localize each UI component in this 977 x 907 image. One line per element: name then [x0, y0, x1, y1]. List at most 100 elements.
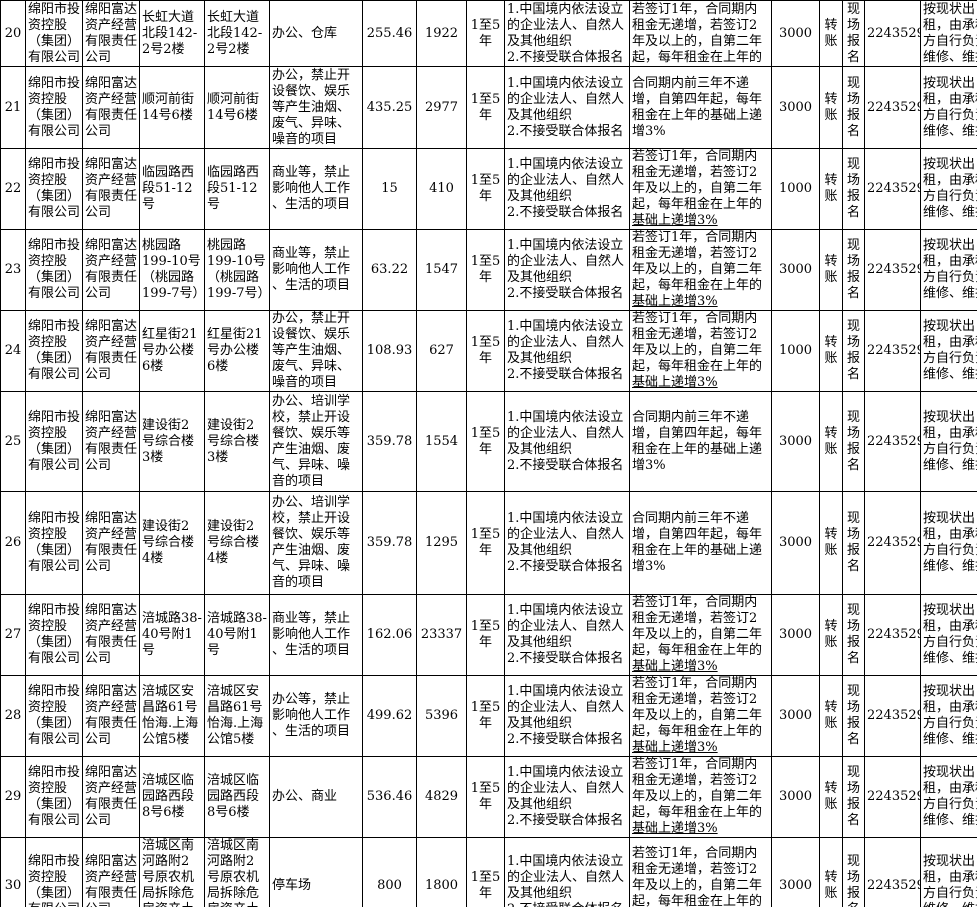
cell-asset-address: 涪城区安昌路61号怡海.上海公馆5楼: [139, 675, 205, 757]
cell-row-number: 23: [0, 229, 26, 311]
cell-price-value: 410: [416, 148, 467, 230]
cell-asset-address: 涪城路38-40号附1号: [139, 594, 205, 676]
cell-deposit-value: 3000: [771, 491, 820, 595]
rent-increase-text: 若签订1年，合同期内租金无递增，若签订2年及以上的，自第二年起，每年租金在上年的: [632, 676, 763, 740]
table-row: 24 绵阳市投资控股（集团）有限公司 绵阳富达资产经营有限责任公司 红星街21号…: [0, 310, 977, 392]
table-row: 27 绵阳市投资控股（集团）有限公司 绵阳富达资产经营有限责任公司 涪城路38-…: [0, 594, 977, 676]
cell-permitted-usage: 办公，禁止开设餐饮、娱乐等产生油烟、废气、异味、噪音的项目: [269, 310, 363, 392]
cell-operator-company: 绵阳富达资产经营有限责任公司: [82, 837, 140, 907]
cell-owner-company: 绵阳市投资控股（集团）有限公司: [25, 148, 83, 230]
cell-maintenance-remark: 按现状出租，由承租方自行负责维修、维护: [920, 148, 977, 230]
cell-maintenance-remark: 按现状出租，由承租方自行负责维修、维护: [920, 675, 977, 757]
cell-owner-company: 绵阳市投资控股（集团）有限公司: [25, 594, 83, 676]
cell-asset-address: 长虹大道北段142-2号2楼: [139, 0, 205, 67]
cell-owner-company: 绵阳市投资控股（集团）有限公司: [25, 837, 83, 907]
cell-price-value: 1547: [416, 229, 467, 311]
cell-owner-company: 绵阳市投资控股（集团）有限公司: [25, 756, 83, 838]
cell-operator-company: 绵阳富达资产经营有限责任公司: [82, 675, 140, 757]
cell-contact-phone: 2243529: [864, 756, 921, 838]
cell-rent-increase-rule: 合同期内前三年不递增，自第四年起，每年租金在上年的基础上递增3%: [629, 391, 772, 492]
cell-payment-method: 转账: [819, 0, 843, 67]
cell-rent-increase-rule: 若签订1年，合同期内租金无递增，若签订2年及以上的，自第二年起，每年租金在上年的…: [629, 837, 772, 907]
cell-operator-company: 绵阳富达资产经营有限责任公司: [82, 594, 140, 676]
cell-lease-term: 1至5年: [466, 756, 505, 838]
cell-price-value: 1295: [416, 491, 467, 595]
cell-owner-company: 绵阳市投资控股（集团）有限公司: [25, 66, 83, 149]
cell-area-value: 63.22: [362, 229, 417, 311]
cell-operator-company: 绵阳富达资产经营有限责任公司: [82, 391, 140, 492]
cell-owner-company: 绵阳市投资控股（集团）有限公司: [25, 0, 83, 67]
table-row: 20 绵阳市投资控股（集团）有限公司 绵阳富达资产经营有限责任公司 长虹大道北段…: [0, 0, 977, 67]
cell-signup-method: 现场报名: [842, 756, 865, 838]
cell-lease-term: 1至5年: [466, 491, 505, 595]
rent-increase-text: 合同期内前三年不递增，自第四年起，每年租金在上年的基础上递增3%: [632, 75, 763, 139]
cell-bidder-qualification: 1.中国境内依法设立的企业法人、自然人及其他组织 2.不接受联合体报名: [504, 594, 630, 676]
rent-increase-underlined-text: 基础上递增3%: [632, 375, 718, 390]
cell-signup-method: 现场报名: [842, 66, 865, 149]
cell-row-number: 30: [0, 837, 26, 907]
cell-bidder-qualification: 1.中国境内依法设立的企业法人、自然人及其他组织 2.不接受联合体报名: [504, 229, 630, 311]
cell-signup-method: 现场报名: [842, 0, 865, 67]
cell-row-number: 20: [0, 0, 26, 67]
cell-lease-term: 1至5年: [466, 391, 505, 492]
cell-lease-term: 1至5年: [466, 148, 505, 230]
cell-maintenance-remark: 按现状出租，由承租方自行负责维修、维护: [920, 66, 977, 149]
cell-rent-increase-rule: 若签订1年，合同期内租金无递增，若签订2年及以上的，自第二年起，每年租金在上年的…: [629, 310, 772, 392]
cell-price-value: 1922: [416, 0, 467, 67]
cell-maintenance-remark: 按现状出租，由承租方自行负责维修、维护: [920, 837, 977, 907]
cell-area-value: 800: [362, 837, 417, 907]
table-row: 21 绵阳市投资控股（集团）有限公司 绵阳富达资产经营有限责任公司 顺河前街14…: [0, 66, 977, 149]
cell-area-value: 536.46: [362, 756, 417, 838]
cell-asset-address: 临园路西段51-12号: [139, 148, 205, 230]
cell-contact-phone: 2243529: [864, 391, 921, 492]
cell-deposit-value: 3000: [771, 229, 820, 311]
cell-rent-increase-rule: 若签订1年，合同期内租金无递增，若签订2年及以上的，自第二年起，每年租金在上年的: [629, 0, 772, 67]
cell-contact-phone: 2243529: [864, 837, 921, 907]
rent-increase-text: 若签订1年，合同期内租金无递增，若签订2年及以上的，自第二年起，每年租金在上年的: [632, 230, 763, 294]
cell-signup-method: 现场报名: [842, 391, 865, 492]
cell-permitted-usage: 停车场: [269, 837, 363, 907]
cell-signup-method: 现场报名: [842, 491, 865, 595]
cell-maintenance-remark: 按现状出租，由承租方自行负责维修、维护: [920, 0, 977, 67]
cell-deposit-value: 3000: [771, 756, 820, 838]
cell-area-value: 435.25: [362, 66, 417, 149]
rent-increase-underlined-text: 基础上递增3%: [632, 740, 718, 755]
cell-asset-address-repeat: 建设街2号综合楼3楼: [204, 391, 270, 492]
cell-contact-phone: 2243529: [864, 675, 921, 757]
cell-area-value: 162.06: [362, 594, 417, 676]
cell-maintenance-remark: 按现状出租，由承租方自行负责维修、维护: [920, 229, 977, 311]
cell-area-value: 15: [362, 148, 417, 230]
cell-asset-address: 建设街2号综合楼3楼: [139, 391, 205, 492]
cell-payment-method: 转账: [819, 229, 843, 311]
cell-bidder-qualification: 1.中国境内依法设立的企业法人、自然人及其他组织 2.不接受联合体报名: [504, 491, 630, 595]
cell-asset-address-repeat: 涪城区临园路西段8号6楼: [204, 756, 270, 838]
cell-owner-company: 绵阳市投资控股（集团）有限公司: [25, 491, 83, 595]
cell-permitted-usage: 办公、培训学校，禁止开设餐饮、娱乐等产生油烟、废气、异味、噪音的项目: [269, 491, 363, 595]
rent-increase-text: 若签订1年，合同期内租金无递增，若签订2年及以上的，自第二年起，每年租金在上年的: [632, 1, 763, 65]
rent-increase-text: 若签订1年，合同期内租金无递增，若签订2年及以上的，自第二年起，每年租金在上年的: [632, 757, 763, 821]
cell-area-value: 499.62: [362, 675, 417, 757]
cell-permitted-usage: 办公，禁止开设餐饮、娱乐等产生油烟、废气、异味、噪音的项目: [269, 66, 363, 149]
cell-operator-company: 绵阳富达资产经营有限责任公司: [82, 66, 140, 149]
cell-asset-address: 顺河前街14号6楼: [139, 66, 205, 149]
cell-price-value: 4829: [416, 756, 467, 838]
cell-asset-address: 桃园路199-10号（桃园路199-7号）: [139, 229, 205, 311]
cell-price-value: 627: [416, 310, 467, 392]
cell-row-number: 25: [0, 391, 26, 492]
cell-contact-phone: 2243529: [864, 148, 921, 230]
table-row: 25 绵阳市投资控股（集团）有限公司 绵阳富达资产经营有限责任公司 建设街2号综…: [0, 391, 977, 492]
cell-price-value: 2977: [416, 66, 467, 149]
cell-asset-address-repeat: 长虹大道北段142-2号2楼: [204, 0, 270, 67]
cell-operator-company: 绵阳富达资产经营有限责任公司: [82, 756, 140, 838]
table-row: 22 绵阳市投资控股（集团）有限公司 绵阳富达资产经营有限责任公司 临园路西段5…: [0, 148, 977, 230]
cell-area-value: 359.78: [362, 491, 417, 595]
cell-payment-method: 转账: [819, 756, 843, 838]
cell-area-value: 108.93: [362, 310, 417, 392]
cell-bidder-qualification: 1.中国境内依法设立的企业法人、自然人及其他组织 2.不接受联合体报名: [504, 66, 630, 149]
cell-asset-address-repeat: 涪城区安昌路61号怡海.上海公馆5楼: [204, 675, 270, 757]
cell-payment-method: 转账: [819, 837, 843, 907]
cell-payment-method: 转账: [819, 675, 843, 757]
cell-permitted-usage: 办公、仓库: [269, 0, 363, 67]
cell-signup-method: 现场报名: [842, 229, 865, 311]
cell-area-value: 359.78: [362, 391, 417, 492]
